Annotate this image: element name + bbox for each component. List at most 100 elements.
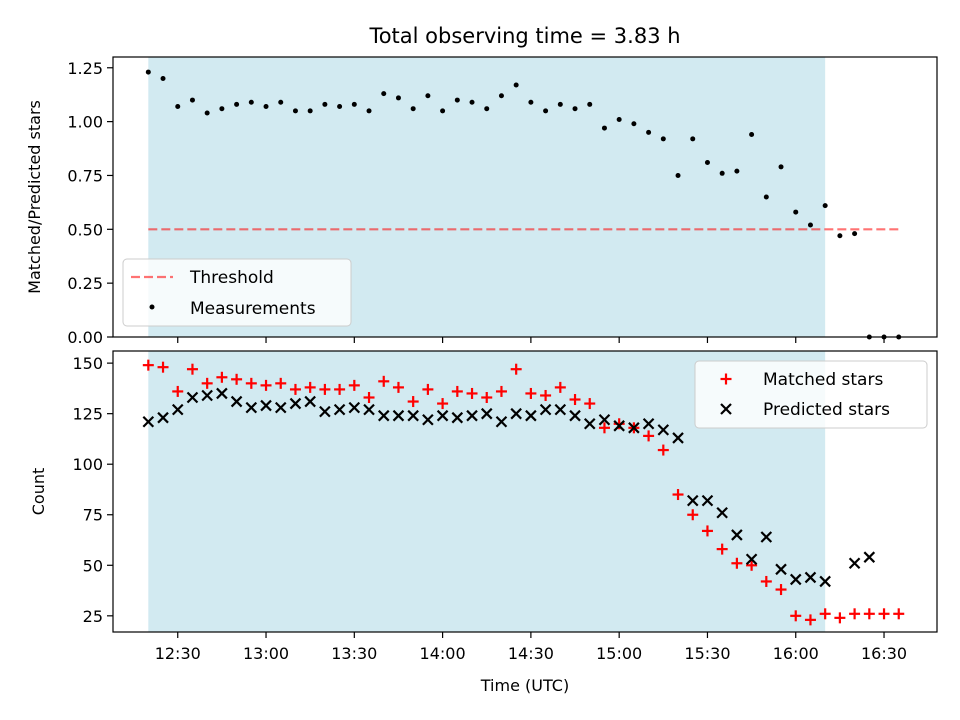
predicted-star-point bbox=[775, 563, 787, 576]
matched-star-point bbox=[569, 394, 581, 406]
matched-star-point bbox=[613, 418, 625, 430]
predicted-star-point bbox=[495, 415, 508, 428]
predicted-star-point bbox=[848, 557, 861, 570]
legend-threshold-label: Threshold bbox=[189, 268, 274, 288]
matched-star-point bbox=[790, 610, 802, 622]
legend-measurement-swatch bbox=[149, 304, 155, 310]
bottom-y-axis-label: Count bbox=[29, 468, 48, 516]
measurement-point bbox=[381, 91, 387, 97]
predicted-star-point bbox=[657, 424, 670, 436]
top-x-ticks bbox=[177, 337, 885, 343]
matched-star-point bbox=[142, 359, 154, 371]
predicted-star-point bbox=[863, 551, 876, 563]
top-y-tick-label: 0.75 bbox=[67, 166, 103, 185]
matched-star-point bbox=[849, 608, 861, 620]
bottom-axes-frame bbox=[112, 350, 938, 633]
measurement-point bbox=[852, 231, 858, 237]
x-tick-label: 13:00 bbox=[243, 644, 289, 663]
measurement-point bbox=[484, 106, 490, 112]
bottom-y-tick-label: 100 bbox=[72, 455, 103, 474]
predicted-star-point bbox=[451, 411, 464, 424]
predicted-star-point bbox=[304, 395, 316, 408]
measurement-point bbox=[307, 108, 313, 114]
measurement-point bbox=[263, 104, 269, 110]
predicted-star-point bbox=[510, 407, 522, 420]
predicted-star-point bbox=[760, 531, 773, 543]
matched-star-point bbox=[540, 389, 552, 401]
measurement-point bbox=[543, 108, 549, 114]
measurement-point bbox=[572, 106, 578, 112]
matched-star-point bbox=[348, 379, 360, 391]
predicted-star-point bbox=[686, 494, 699, 507]
measurement-point bbox=[587, 101, 593, 107]
matched-star-point bbox=[510, 363, 522, 375]
measurement-point bbox=[822, 203, 828, 209]
measurement-point bbox=[719, 170, 725, 176]
predicted-star-point bbox=[642, 417, 655, 430]
legend-matched-label: Matched stars bbox=[763, 370, 883, 390]
predicted-star-point bbox=[392, 409, 405, 422]
matched-star-point bbox=[407, 396, 419, 408]
x-tick-label: 13:30 bbox=[331, 644, 377, 663]
bottom-y-tick-label: 25 bbox=[83, 607, 103, 626]
x-tick-label: 12:30 bbox=[155, 644, 201, 663]
legend-predicted-swatch bbox=[720, 403, 732, 415]
measurement-point bbox=[528, 99, 534, 105]
matched-star-point bbox=[289, 383, 301, 395]
matched-star-point bbox=[775, 584, 787, 596]
matched-star-point bbox=[245, 377, 257, 389]
matched-star-point bbox=[495, 385, 507, 397]
predicted-star-point bbox=[407, 409, 419, 422]
predicted-star-point bbox=[613, 420, 625, 432]
measurement-point bbox=[337, 104, 343, 110]
predicted-star-point bbox=[216, 387, 228, 400]
measurement-point bbox=[498, 93, 504, 99]
top-legend-box bbox=[122, 258, 352, 327]
predicted-star-point bbox=[672, 432, 684, 444]
legend-predicted-label: Predicted stars bbox=[763, 400, 890, 420]
matched-star-point bbox=[304, 381, 316, 393]
bottom-y-tick-label: 50 bbox=[83, 556, 103, 575]
top-y-ticks: 0.00 0.25 0.50 0.75 1.00 1.25 bbox=[67, 59, 113, 347]
measurement-point bbox=[631, 121, 637, 127]
top-y-axis-label: Matched/Predicted stars bbox=[25, 100, 44, 294]
measurement-point bbox=[646, 129, 652, 135]
predicted-star-point bbox=[480, 407, 493, 420]
matched-star-point bbox=[157, 361, 169, 373]
measurement-points bbox=[145, 69, 902, 340]
matched-star-point bbox=[819, 608, 831, 620]
predicted-star-point bbox=[319, 405, 331, 418]
matched-star-point bbox=[863, 608, 875, 620]
matched-star-point bbox=[172, 385, 184, 397]
predicted-star-point bbox=[819, 575, 831, 588]
bottom-y-tick-label: 75 bbox=[83, 506, 103, 525]
measurement-point bbox=[557, 101, 563, 107]
matched-star-point bbox=[481, 391, 493, 403]
matched-star-point bbox=[584, 398, 596, 410]
predicted-star-point bbox=[363, 403, 375, 416]
matched-star-point bbox=[878, 608, 890, 620]
bottom-y-ticks: 25 50 75 100 125 150 bbox=[72, 354, 113, 626]
matched-star-point bbox=[466, 387, 478, 399]
top-legend: Threshold Measurements bbox=[122, 258, 352, 327]
measurement-point bbox=[248, 99, 254, 105]
x-tick-label: 16:30 bbox=[861, 644, 907, 663]
predicted-star-point bbox=[789, 573, 802, 586]
matched-star-point bbox=[378, 375, 390, 387]
bottom-legend-box bbox=[694, 360, 928, 429]
matched-star-point bbox=[275, 377, 287, 389]
matched-star-point bbox=[598, 422, 610, 434]
measurement-point bbox=[660, 136, 666, 142]
matched-star-point bbox=[201, 377, 213, 389]
count-panel: 25 50 75 100 125 150 12:30 13:00 13:30 14:00 14:3… bbox=[29, 350, 938, 695]
matched-star-point bbox=[363, 391, 375, 403]
top-y-tick-label: 1.00 bbox=[67, 113, 103, 132]
x-tick-label: 14:00 bbox=[420, 644, 466, 663]
measurement-point bbox=[219, 106, 225, 112]
x-tick-label: 15:00 bbox=[596, 644, 642, 663]
measurement-point bbox=[704, 160, 710, 166]
matched-star-point bbox=[834, 612, 846, 624]
matched-star-point bbox=[687, 509, 699, 521]
ratio-panel: 0.00 0.25 0.50 0.75 1.00 1.25 Matched/Predict… bbox=[25, 56, 938, 347]
x-tick-label: 16:00 bbox=[773, 644, 819, 663]
